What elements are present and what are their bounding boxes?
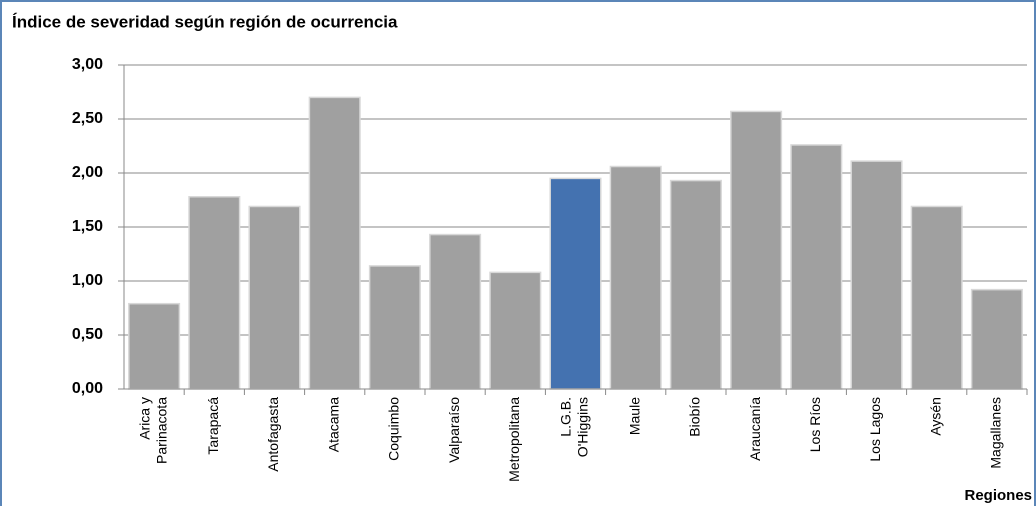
- y-tick-label: 0,00: [72, 380, 103, 397]
- y-tick-label: 1,50: [72, 218, 103, 235]
- x-tick-label: Magallanes: [988, 397, 1004, 469]
- x-tick-label: Tarapacá: [205, 397, 221, 455]
- x-tick-label: Aysén: [927, 397, 943, 436]
- bar: [910, 205, 963, 390]
- bar: [730, 110, 783, 390]
- x-tick-label: O'Higgins: [575, 397, 591, 457]
- y-tick-label: 3,00: [72, 56, 103, 73]
- x-tick-label: L.G.B.: [558, 397, 574, 437]
- x-tick-label: Atacama: [325, 397, 341, 452]
- bar: [308, 96, 361, 390]
- x-tick-label: Biobío: [687, 397, 703, 437]
- bar: [790, 144, 843, 390]
- y-tick-label: 2,00: [72, 164, 103, 181]
- y-tick-label: 0,50: [72, 326, 103, 343]
- x-tick-label: Antofagasta: [265, 397, 281, 472]
- bar: [970, 288, 1023, 390]
- x-tick-label: Metropolitana: [506, 397, 522, 482]
- bar: [429, 233, 482, 390]
- x-tick-label: Los Lagos: [867, 397, 883, 462]
- x-tick-label: Arica y: [136, 397, 152, 440]
- x-tick-label: Valparaíso: [446, 397, 462, 463]
- y-tick-label: 1,00: [72, 272, 103, 289]
- bar: [128, 302, 181, 390]
- bar: [609, 165, 662, 390]
- x-tick-label: Maule: [626, 397, 642, 435]
- x-tick-label: Parinacota: [153, 397, 169, 464]
- bar: [549, 177, 602, 390]
- bar: [850, 160, 903, 390]
- x-tick-label: Araucanía: [747, 397, 763, 461]
- chart-title: Índice de severidad según región de ocur…: [12, 12, 398, 31]
- bar: [248, 205, 301, 390]
- y-tick-label: 2,50: [72, 110, 103, 127]
- x-tick-label: Coquimbo: [386, 397, 402, 461]
- bar: [368, 265, 421, 390]
- x-axis-label: Regiones: [964, 487, 1032, 504]
- bar: [489, 271, 542, 390]
- bar: [188, 196, 241, 390]
- x-tick-label: Los Ríos: [807, 397, 823, 452]
- bar: [669, 179, 722, 390]
